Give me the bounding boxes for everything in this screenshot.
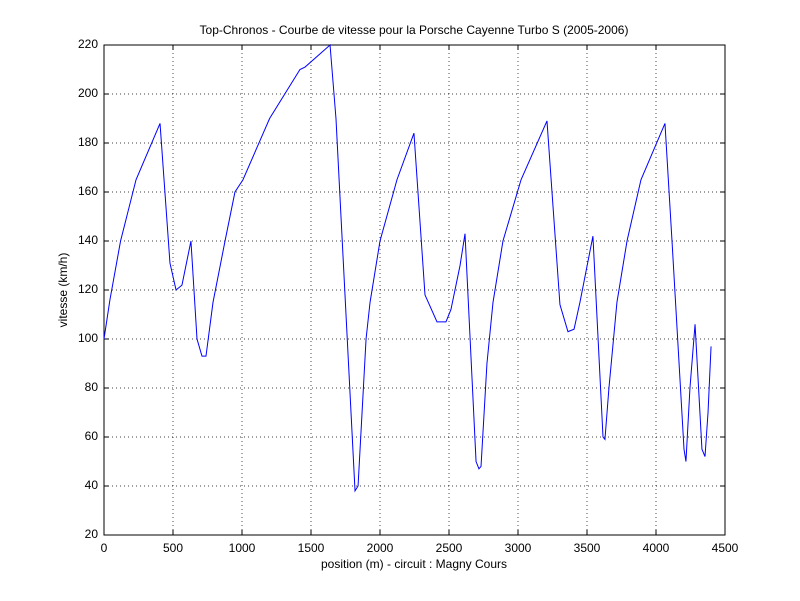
x-tick-label: 1000 [229, 541, 256, 555]
y-tick-label: 80 [85, 380, 99, 394]
y-tick-label: 200 [78, 86, 98, 100]
y-tick-label: 120 [78, 282, 98, 296]
plot-frame [103, 44, 726, 536]
x-axis-label: position (m) - circuit : Magny Cours [321, 557, 507, 571]
y-tick-label: 220 [78, 37, 98, 51]
x-tick-label: 2500 [436, 541, 463, 555]
x-tick-label: 2000 [367, 541, 394, 555]
x-tick-label: 500 [163, 541, 183, 555]
y-tick-label: 20 [85, 527, 99, 541]
y-tick-label: 180 [78, 135, 98, 149]
y-tick-label: 100 [78, 331, 98, 345]
x-tick-label: 1500 [298, 541, 325, 555]
chart-title: Top-Chronos - Courbe de vitesse pour la … [200, 23, 629, 37]
x-tick-label: 0 [101, 541, 108, 555]
speed-line [103, 43, 712, 493]
y-tick-label: 60 [85, 429, 99, 443]
x-tick-label: 4500 [712, 541, 739, 555]
y-axis-label: vitesse (km/h) [56, 253, 70, 328]
x-tick-label: 3500 [574, 541, 601, 555]
y-tick-label: 40 [85, 478, 99, 492]
y-tick-label: 160 [78, 184, 98, 198]
x-tick-label: 3000 [505, 541, 532, 555]
y-tick-label: 140 [78, 233, 98, 247]
x-tick-label: 4000 [643, 541, 670, 555]
